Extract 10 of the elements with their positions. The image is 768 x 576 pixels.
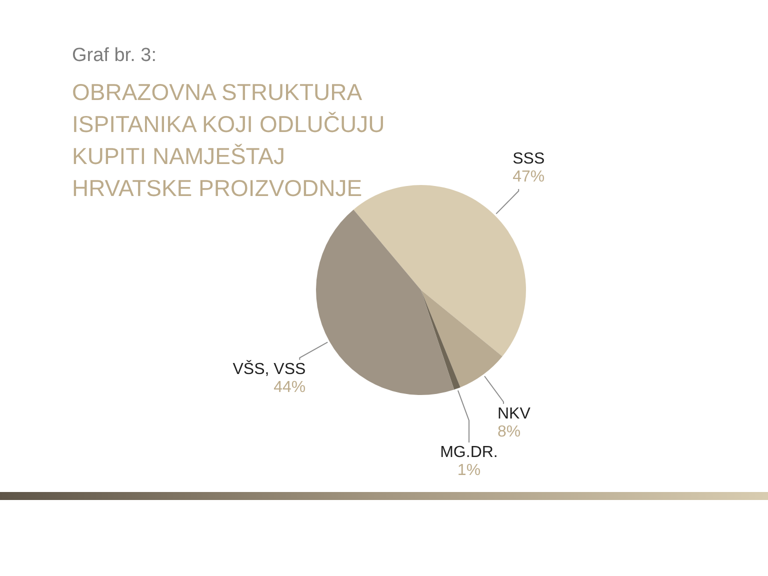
slice-label: MG.DR. [440,444,498,461]
chart-title: Graf br. 3: [72,44,156,68]
slice-label: VŠS, VSS [232,360,306,378]
data-label: 44% [274,379,306,396]
data-label: 47% [512,168,545,186]
data-label: 1% [457,462,481,479]
chart-subtitle: OBRAZOVNA STRUKTURA ISPITANIKA KOJI ODLUČUJU KUPITI NAMJEŠTAJ HRVATSKE PROIZVODNJE [72,78,386,203]
data-label: 8% [497,423,521,440]
slice-label: SSS [512,150,545,168]
slice-label: NKV [497,405,531,422]
